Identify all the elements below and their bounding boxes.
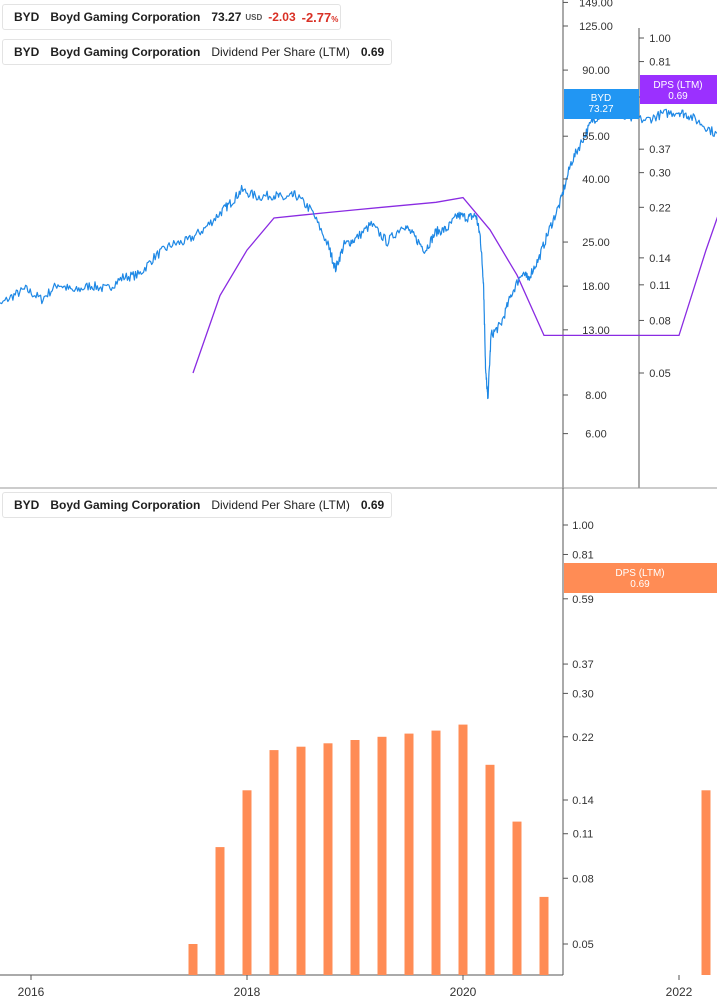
dps-tick-label: 0.05 xyxy=(649,368,670,380)
legend-dps-bottom-ticker: BYD xyxy=(14,498,40,512)
dps-tick-label: 0.30 xyxy=(572,688,593,700)
dps-bar[interactable] xyxy=(188,944,198,975)
dps-bar[interactable] xyxy=(701,790,711,975)
dps-bar[interactable] xyxy=(458,724,468,975)
legend-price[interactable]: BYD Boyd Gaming Corporation 73.27 USD -2… xyxy=(2,4,341,30)
dps-tick-label: 0.81 xyxy=(572,549,593,561)
legend-dps-bottom[interactable]: BYD Boyd Gaming Corporation Dividend Per… xyxy=(2,492,392,518)
dps-tick-label: 0.59 xyxy=(572,594,593,606)
x-axis: 20162018202020222024 xyxy=(18,975,693,999)
dps-bar[interactable] xyxy=(215,847,225,975)
legend-dps-top[interactable]: BYD Boyd Gaming Corporation Dividend Per… xyxy=(2,39,392,65)
x-tick-label: 2016 xyxy=(18,985,45,999)
price-tick-label: 18.00 xyxy=(582,281,610,293)
dps-tick-label: 0.08 xyxy=(572,873,593,885)
dps-tick-label: 0.22 xyxy=(649,202,670,214)
dps-tick-label: 0.08 xyxy=(649,315,670,327)
price-line xyxy=(0,108,717,400)
dps-tick-label: 1.00 xyxy=(649,33,670,45)
dps-tag-bottom: DPS (LTM) 0.69 xyxy=(564,563,717,593)
price-tick-label: 125.00 xyxy=(579,21,613,33)
legend-dps-top-name: Boyd Gaming Corporation xyxy=(50,45,201,59)
price-tag: BYD 73.27 xyxy=(564,89,639,119)
dps-tick-label: 1.00 xyxy=(572,520,593,532)
price-tick-label: 40.00 xyxy=(582,174,610,186)
dps-tick-label: 0.30 xyxy=(649,168,670,180)
legend-dps-top-ticker: BYD xyxy=(14,45,40,59)
price-tick-label: 55.00 xyxy=(582,131,610,143)
price-axis: 149.00 125.00 90.00 55.00 40.00 25.00 18.00 13.… xyxy=(563,0,613,441)
legend-price-value: 73.27 xyxy=(211,10,242,24)
dps-tick-label: 0.14 xyxy=(649,253,670,265)
dps-tick-label: 0.22 xyxy=(572,732,593,744)
dps-bar[interactable] xyxy=(485,764,495,975)
dps-tick-label: 0.11 xyxy=(573,829,594,841)
legend-price-name: Boyd Gaming Corporation xyxy=(50,10,201,24)
dps-tag-bottom-value: 0.69 xyxy=(630,579,650,590)
legend-dps-top-value: 0.69 xyxy=(360,45,385,59)
legend-dps-bottom-name: Boyd Gaming Corporation xyxy=(50,498,201,512)
dps-tag-top-label: DPS (LTM) xyxy=(653,80,702,91)
legend-dps-bottom-metric: Dividend Per Share (LTM) xyxy=(211,498,350,512)
x-tick-label: 2018 xyxy=(234,985,261,999)
dps-bar[interactable] xyxy=(512,821,522,975)
price-tag-value: 73.27 xyxy=(588,104,613,115)
price-tick-label: 8.00 xyxy=(585,390,606,402)
dps-bar[interactable] xyxy=(404,733,414,975)
price-tag-label: BYD xyxy=(591,93,612,104)
dps-axis-bottom: 1.00 0.81 0.59 0.37 0.30 0.22 0.14 0.11 0.08 0.05 xyxy=(563,520,594,951)
price-tick-label: 13.00 xyxy=(582,325,610,337)
price-tick-label: 149.00 xyxy=(579,0,613,9)
legend-price-change-pct: -2.77% xyxy=(301,9,339,25)
dps-bar[interactable] xyxy=(350,740,360,975)
legend-price-currency: USD xyxy=(245,12,263,22)
dps-bar[interactable] xyxy=(377,736,387,975)
dps-tag-bottom-label: DPS (LTM) xyxy=(615,568,664,579)
dps-bar[interactable] xyxy=(296,746,306,975)
price-tick-label: 90.00 xyxy=(582,65,610,77)
dps-tick-label: 0.37 xyxy=(572,659,593,671)
dps-bar[interactable] xyxy=(242,790,252,975)
dps-tick-label: 0.05 xyxy=(572,939,593,951)
dps-axis-top: 1.000.810.590.370.300.220.140.110.080.05 xyxy=(639,33,671,380)
price-tick-label: 25.00 xyxy=(582,237,610,249)
x-tick-label: 2022 xyxy=(666,985,693,999)
dps-bar[interactable] xyxy=(539,896,549,975)
legend-dps-bottom-value: 0.69 xyxy=(360,498,385,512)
dps-tick-label: 0.11 xyxy=(650,280,671,292)
dps-tag-top-value: 0.69 xyxy=(668,91,688,102)
price-tick-label: 6.00 xyxy=(585,429,606,441)
dps-tag-top: DPS (LTM) 0.69 xyxy=(640,75,717,104)
dps-bar[interactable] xyxy=(269,750,279,975)
dps-tick-label: 0.14 xyxy=(572,795,593,807)
dps-bar[interactable] xyxy=(431,730,441,975)
legend-price-change: -2.03 xyxy=(268,10,296,24)
dps-bar[interactable] xyxy=(323,743,333,975)
dps-bars xyxy=(188,724,711,975)
dps-line xyxy=(192,196,717,374)
legend-dps-top-metric: Dividend Per Share (LTM) xyxy=(211,45,350,59)
dps-tick-label: 0.37 xyxy=(649,144,670,156)
legend-price-ticker: BYD xyxy=(14,10,40,24)
dps-tick-label: 0.81 xyxy=(649,57,670,69)
x-tick-label: 2020 xyxy=(450,985,477,999)
